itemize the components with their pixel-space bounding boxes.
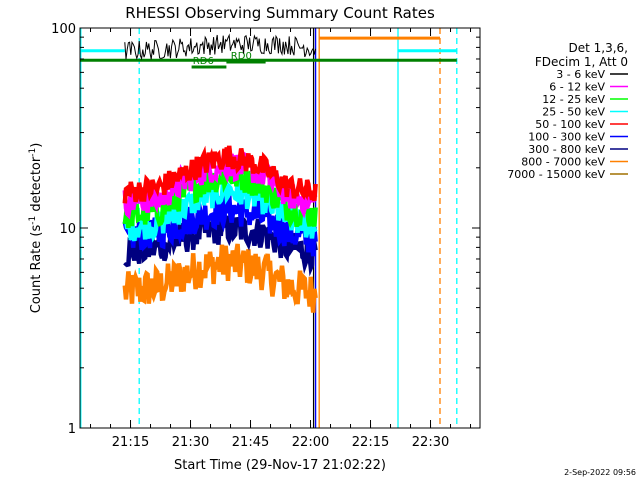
legend-header-line-2: FDecim 1, Att 0	[535, 55, 628, 69]
y-axis: 1 10 100	[51, 22, 480, 437]
series-7-trace	[122, 243, 318, 313]
x-tick-label: 21:15	[112, 435, 149, 450]
legend-label-6: 300 - 800 keV	[528, 143, 605, 156]
x-tick-label: 21:30	[172, 435, 209, 450]
x-tick-label: 22:30	[412, 435, 449, 450]
legend-label-2: 12 - 25 keV	[542, 93, 605, 106]
legend-label-1: 6 - 12 keV	[549, 81, 605, 94]
flag-label-rd0: RD0	[231, 51, 252, 62]
legend-header-line-1: Det 1,3,6,	[569, 41, 629, 55]
footer-date: 2-Sep-2022 09:56	[564, 468, 636, 477]
legend-label-8: 7000 - 15000 keV	[507, 168, 605, 181]
x-tick-label: 22:15	[352, 435, 389, 450]
legend-label-5: 100 - 300 keV	[528, 131, 605, 144]
x-tick-label: 21:45	[232, 435, 269, 450]
y-tick-label: 1	[68, 422, 76, 437]
legend-label-4: 50 - 100 keV	[535, 118, 605, 131]
series-4-trace	[122, 145, 318, 204]
legend-label-0: 3 - 6 keV	[556, 68, 605, 81]
y-axis-label-sup2: -1	[28, 148, 38, 157]
chart-title: RHESSI Observing Summary Count Rates	[125, 4, 435, 22]
x-axis: 21:15 21:30 21:45 22:00 22:15 22:30	[90, 28, 472, 450]
x-axis-label: Start Time (29-Nov-17 21:02:22)	[174, 458, 386, 473]
y-tick-label: 10	[59, 222, 76, 237]
flag-label-rd6: RD6	[193, 56, 214, 67]
y-axis-label-main: Count Rate (s	[29, 225, 44, 314]
legend-label-3: 25 - 50 keV	[542, 106, 605, 119]
series-0-trace	[124, 33, 317, 61]
y-tick-label: 100	[51, 22, 76, 37]
x-tick-label: 22:00	[292, 435, 329, 450]
legend-label-7: 800 - 7000 keV	[521, 156, 605, 169]
y-axis-label-sup1: -1	[28, 216, 38, 225]
y-axis-label: Count Rate (s-1 detector-1)	[28, 143, 44, 314]
y-axis-label-mid: detector	[29, 156, 44, 216]
y-axis-label-end: )	[29, 143, 44, 148]
